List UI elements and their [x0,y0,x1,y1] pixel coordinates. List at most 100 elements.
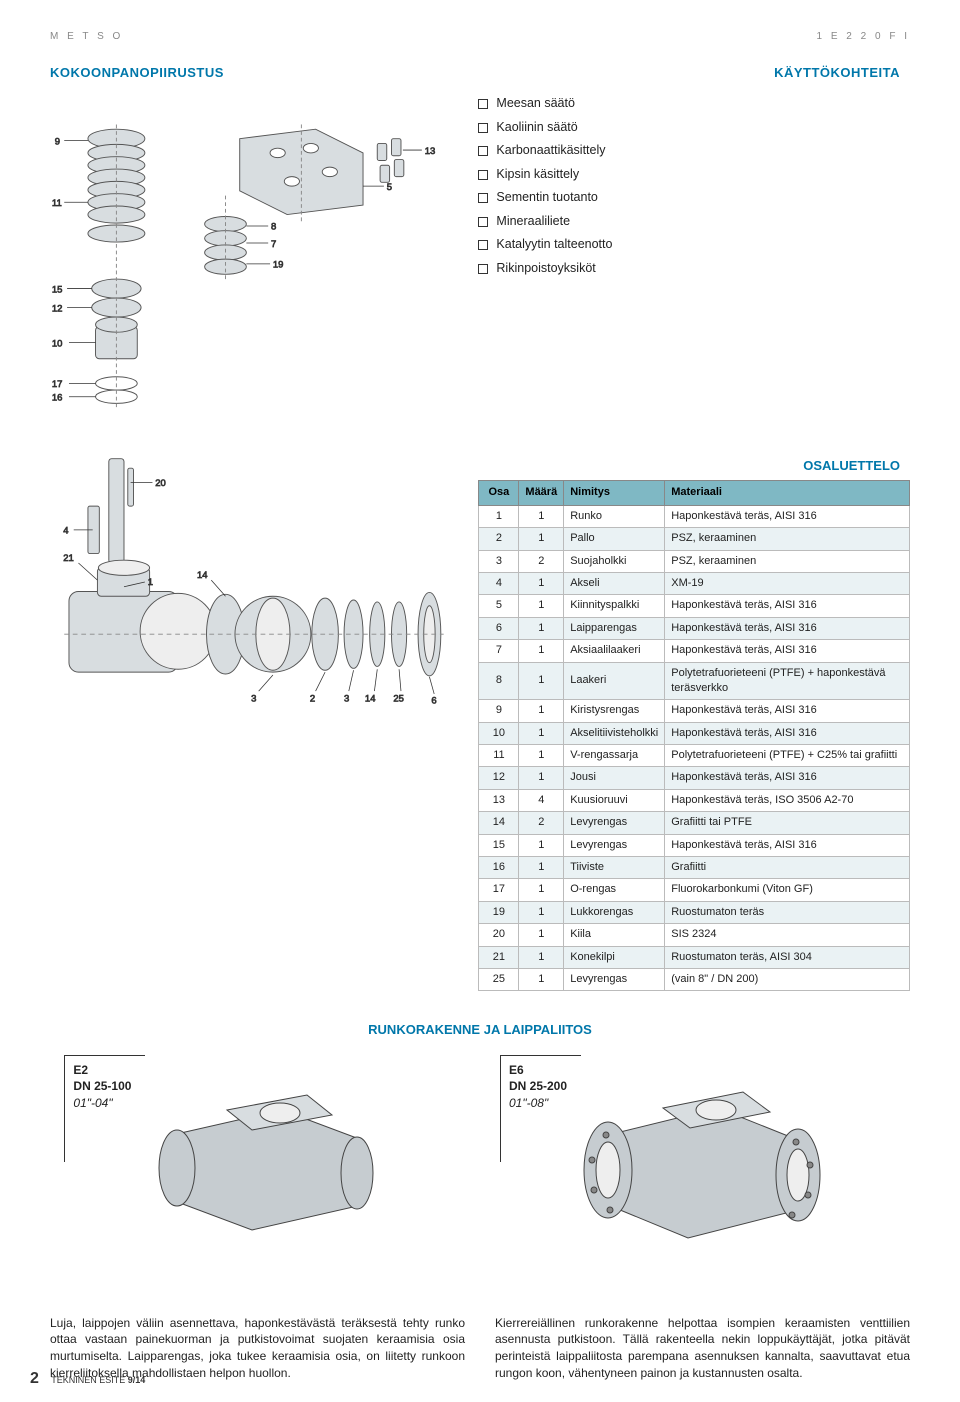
e6-inch: 01"-08" [509,1096,548,1110]
svg-text:5: 5 [387,182,392,193]
table-cell: 7 [479,640,519,662]
table-cell: PSZ, keraaminen [665,550,910,572]
table-cell: 17 [479,879,519,901]
table-cell: Haponkestävä teräs, AISI 316 [665,722,910,744]
table-cell: Haponkestävä teräs, AISI 316 [665,505,910,527]
table-cell: Kiila [564,924,665,946]
table-cell: Suojaholkki [564,550,665,572]
table-cell: Jousi [564,767,665,789]
table-cell: 1 [479,505,519,527]
table-row: 171O-rengasFluorokarbonkumi (Viton GF) [479,879,910,901]
table-row: 51KiinnityspalkkiHaponkestävä teräs, AIS… [479,595,910,617]
table-cell: (vain 8" / DN 200) [665,968,910,990]
svg-text:6: 6 [431,696,436,707]
table-cell: 1 [519,528,564,550]
table-cell: Haponkestävä teräs, AISI 316 [665,767,910,789]
table-cell: Haponkestävä teräs, ISO 3506 A2-70 [665,789,910,811]
table-cell: 1 [519,700,564,722]
svg-text:3: 3 [344,694,349,705]
table-cell: 1 [519,745,564,767]
application-item: Karbonaattikäsittely [478,139,910,163]
table-row: 41AkseliXM-19 [479,572,910,594]
table-cell: 1 [519,834,564,856]
svg-text:9: 9 [55,137,60,148]
svg-text:1: 1 [148,577,153,588]
exploded-lower-diagram: 20 4 21 1 14 3 2 3 14 25 6 [50,452,448,712]
table-row: 61LaipparengasHaponkestävä teräs, AISI 3… [479,617,910,639]
applications-list: Meesan säätöKaoliinin säätöKarbonaattikä… [478,92,910,280]
partslist-heading: OSALUETTELO [478,457,900,475]
table-row: 71AksiaalilaakeriHaponkestävä teräs, AIS… [479,640,910,662]
table-cell: V-rengassarja [564,745,665,767]
footer-issue: 9/14 [128,1375,146,1385]
table-row: 32SuojaholkkiPSZ, keraaminen [479,550,910,572]
page-number: 2 [30,1370,39,1387]
table-cell: Aksiaalilaakeri [564,640,665,662]
application-item: Kipsin käsittely [478,163,910,187]
svg-text:13: 13 [425,146,436,157]
table-row: 142LevyrengasGrafiitti tai PTFE [479,812,910,834]
svg-text:20: 20 [155,478,166,489]
table-cell: Kuusioruuvi [564,789,665,811]
application-item: Katalyytin talteenotto [478,233,910,257]
table-cell: 1 [519,662,564,700]
table-cell: Runko [564,505,665,527]
body-e6: E6 DN 25-200 01"-08" [500,1055,896,1255]
svg-text:8: 8 [271,222,276,233]
table-cell: Levyrengas [564,968,665,990]
table-row: 111V-rengassarjaPolytetrafuorieteeni (PT… [479,745,910,767]
exploded-diagram: 9 11 13 5 8 7 19 15 12 10 17 16 [50,92,448,432]
assembly-heading: KOKOONPANOPIIRUSTUS [50,64,448,82]
table-cell: O-rengas [564,879,665,901]
table-cell: SIS 2324 [665,924,910,946]
body-e2: E2 DN 25-100 01"-04" [64,1055,460,1255]
bodyconn-heading: RUNKORAKENNE JA LAIPPALIITOS [50,1021,910,1039]
table-cell: XM-19 [665,572,910,594]
header-left: M E T S O [50,30,123,44]
table-cell: Kiinnityspalkki [564,595,665,617]
table-cell: Tiiviste [564,857,665,879]
table-cell: Haponkestävä teräs, AISI 316 [665,640,910,662]
table-row: 151LevyrengasHaponkestävä teräs, AISI 31… [479,834,910,856]
table-cell: 1 [519,722,564,744]
svg-text:3: 3 [251,694,256,705]
parts-header-cell: Materiaali [665,481,910,505]
table-cell: 15 [479,834,519,856]
table-cell: Ruostumaton teräs, AISI 304 [665,946,910,968]
header-right: 1 E 2 2 0 F I [817,30,910,44]
table-cell: Ruostumaton teräs [665,901,910,923]
table-cell: 11 [479,745,519,767]
table-cell: 9 [479,700,519,722]
table-cell: 1 [519,879,564,901]
footer-label: TEKNINEN ESITE [51,1375,128,1385]
table-cell: 4 [479,572,519,594]
table-cell: Laipparengas [564,617,665,639]
table-cell: 8 [479,662,519,700]
table-cell: Fluorokarbonkumi (Viton GF) [665,879,910,901]
table-cell: Haponkestävä teräs, AISI 316 [665,700,910,722]
e2-model: E2 [73,1062,131,1079]
parts-header-cell: Osa [479,481,519,505]
table-cell: 19 [479,901,519,923]
application-item: Sementin tuotanto [478,186,910,210]
table-cell: 1 [519,505,564,527]
table-cell: Akseli [564,572,665,594]
table-row: 134KuusioruuviHaponkestävä teräs, ISO 35… [479,789,910,811]
table-row: 251Levyrengas(vain 8" / DN 200) [479,968,910,990]
e2-inch: 01"-04" [73,1096,112,1110]
svg-text:2: 2 [310,694,315,705]
table-cell: 13 [479,789,519,811]
table-cell: 25 [479,968,519,990]
table-cell: 1 [519,857,564,879]
svg-text:12: 12 [52,304,63,315]
table-cell: Haponkestävä teräs, AISI 316 [665,834,910,856]
table-cell: Pallo [564,528,665,550]
table-row: 11RunkoHaponkestävä teräs, AISI 316 [479,505,910,527]
table-cell: 2 [519,550,564,572]
e2-dn: DN 25-100 [73,1078,131,1095]
svg-text:4: 4 [63,526,68,537]
table-cell: 1 [519,640,564,662]
parts-table: OsaMääräNimitysMateriaali 11RunkoHaponke… [478,480,910,991]
table-cell: 1 [519,595,564,617]
parts-header-cell: Määrä [519,481,564,505]
